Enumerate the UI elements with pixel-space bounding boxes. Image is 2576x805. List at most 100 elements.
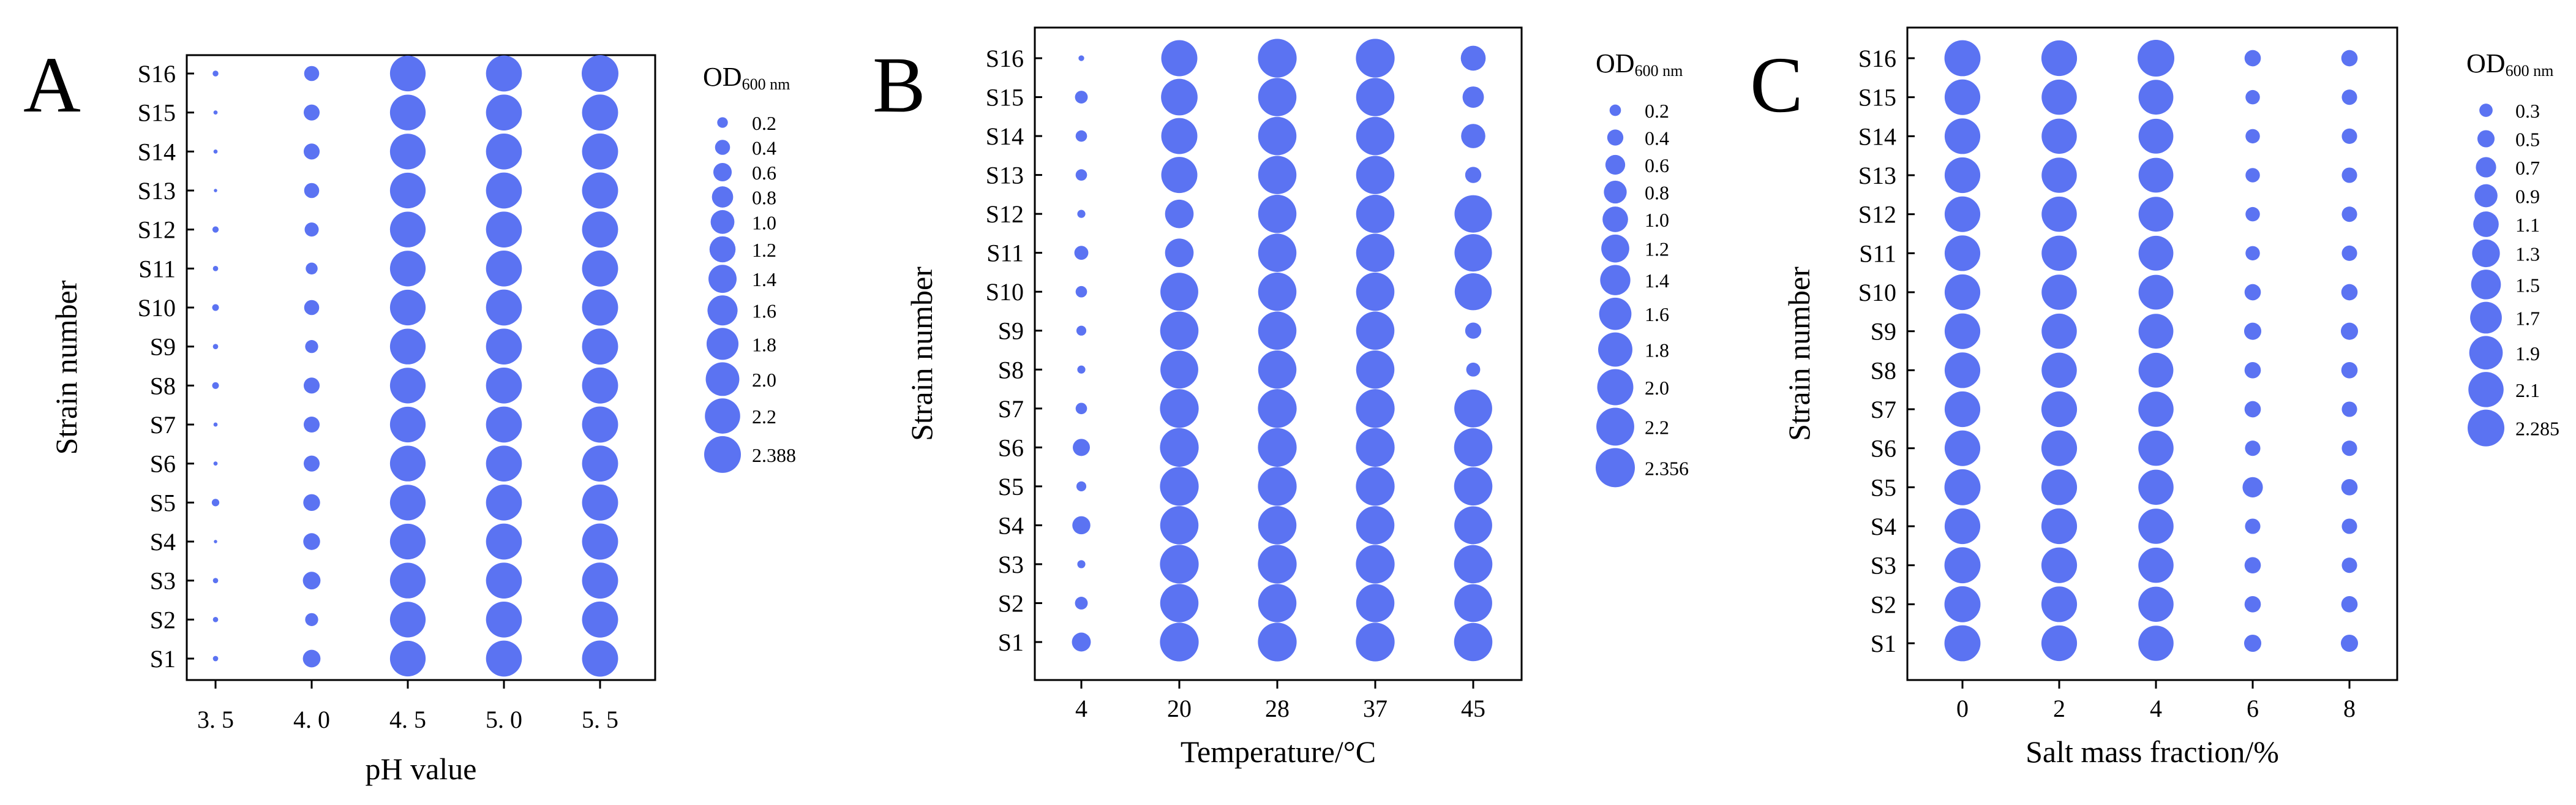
data-bubble (2341, 479, 2358, 496)
data-bubble (214, 189, 217, 192)
data-bubble (389, 55, 426, 92)
legend-bubble (705, 362, 740, 396)
data-bubble (2341, 245, 2357, 261)
data-bubble (2041, 118, 2077, 154)
data-bubble (1944, 625, 1981, 662)
y-tick-label: S3 (150, 567, 176, 595)
y-tick-label: S15 (1858, 84, 1896, 111)
legend-bubble (2474, 184, 2498, 208)
legend-label: 1.9 (2515, 342, 2540, 365)
data-bubble (2245, 129, 2260, 144)
panel-letter: B (873, 41, 926, 129)
data-bubble (1258, 194, 1297, 233)
data-bubble (212, 265, 219, 271)
y-tick-label: S9 (150, 333, 176, 361)
data-bubble (303, 416, 320, 433)
data-bubble (1944, 235, 1981, 271)
y-tick-label: S14 (138, 138, 176, 165)
data-bubble (303, 104, 320, 121)
data-bubble (1356, 506, 1395, 545)
data-bubble (305, 613, 318, 626)
data-bubble (2041, 586, 2078, 622)
data-bubble (2041, 79, 2077, 115)
data-bubble (582, 289, 618, 326)
data-bubble (389, 328, 426, 365)
data-bubble (486, 445, 522, 482)
legend-label: 1.8 (1645, 339, 1669, 361)
data-bubble (1944, 313, 1981, 349)
y-tick-label: S3 (1871, 552, 1896, 580)
legend-label: 2.388 (752, 444, 796, 466)
legend-label: 1.1 (2515, 214, 2540, 236)
legend-label: 0.2 (1645, 100, 1669, 122)
data-bubble (1160, 584, 1199, 622)
data-bubble (1356, 584, 1395, 622)
data-bubble (2041, 625, 2078, 662)
data-bubble (1356, 545, 1395, 584)
legend-bubble (1609, 104, 1621, 116)
legend-label: 1.7 (2515, 308, 2540, 330)
data-bubble (582, 445, 618, 482)
legend-label: 1.2 (1645, 238, 1669, 260)
data-bubble (1461, 124, 1485, 148)
x-tick-label: 5. 0 (486, 706, 522, 733)
data-bubble (1258, 622, 1297, 662)
legend-bubble (1599, 297, 1632, 330)
y-tick-label: S8 (1871, 357, 1896, 384)
data-bubble (1944, 157, 1981, 194)
data-bubble (1356, 622, 1395, 662)
data-bubble (2245, 440, 2261, 456)
data-bubble (1944, 469, 1981, 505)
data-bubble (582, 523, 618, 560)
data-bubble (389, 289, 426, 326)
data-bubble (2341, 401, 2357, 417)
panel-a: A S1 S2 S3 S4 S5 S6 S7 S8 S9 S10 S11 S12 S13 S14 S15 S16… (23, 41, 796, 786)
data-bubble (2340, 634, 2359, 652)
data-bubble (303, 455, 320, 472)
data-bubble (2341, 128, 2357, 144)
data-bubble (1160, 389, 1199, 428)
y-tick-label: S5 (150, 489, 176, 516)
data-bubble (389, 602, 426, 638)
panel-c: C S1 S2 S3 S4 S5 S6 S7 S8 S9 S10 S11 S12 S13 S14 S15 S16… (1750, 26, 2559, 769)
data-bubble (213, 422, 218, 427)
data-bubble (2041, 469, 2078, 505)
data-bubble (2341, 440, 2357, 456)
data-bubble (304, 183, 320, 198)
data-bubble (2138, 118, 2174, 154)
data-bubble (1944, 79, 1981, 115)
data-bubble (303, 533, 320, 550)
legend-bubble (1597, 369, 1634, 406)
data-bubble (1160, 428, 1199, 467)
legend-bubble (706, 328, 739, 360)
data-bubble (214, 540, 217, 543)
data-bubble (212, 578, 219, 584)
x-tick-label: 4 (2150, 695, 2162, 722)
data-bubble (2341, 89, 2357, 105)
data-bubble (2138, 469, 2174, 505)
data-bubble (2244, 50, 2261, 67)
data-bubble (212, 382, 219, 389)
data-bubble (2244, 401, 2261, 418)
data-bubble (2041, 196, 2077, 232)
data-bubble (1258, 156, 1297, 194)
y-tick-label: S4 (150, 528, 176, 556)
data-bubble (1356, 233, 1395, 272)
legend-bubble (2479, 104, 2493, 117)
data-bubble (1161, 118, 1198, 154)
legend-label: 0.5 (2515, 129, 2540, 151)
data-bubble (582, 562, 618, 599)
data-bubble (1258, 389, 1297, 428)
legend-label: 0.6 (1645, 154, 1669, 176)
data-bubble (212, 616, 219, 622)
y-tick-label: S4 (1871, 513, 1896, 540)
data-bubble (2138, 235, 2174, 271)
data-bubble (213, 110, 218, 115)
data-bubble (1258, 506, 1297, 545)
data-bubble (1076, 325, 1087, 336)
data-bubble (1160, 506, 1199, 545)
y-tick-label: S13 (1858, 162, 1896, 189)
legend-label: 1.0 (752, 211, 776, 233)
data-bubble (486, 134, 522, 170)
x-tick-label: 3. 5 (197, 706, 234, 733)
